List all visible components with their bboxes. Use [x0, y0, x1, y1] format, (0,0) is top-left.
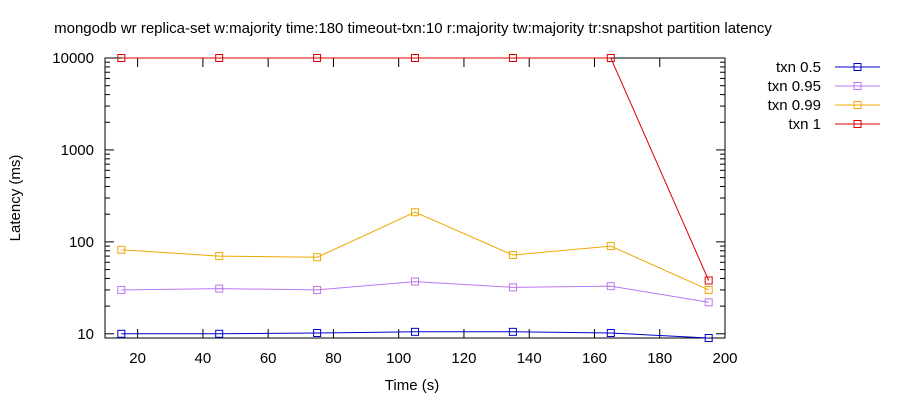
legend-marker [853, 120, 862, 128]
data-point [215, 329, 224, 338]
data-point [313, 329, 322, 338]
data-point [411, 327, 419, 336]
x-tick-label: 200 [712, 350, 737, 367]
legend-label: txn 0.95 [768, 78, 821, 95]
x-tick-label: 40 [195, 350, 212, 367]
legend-label: txn 0.99 [768, 97, 821, 114]
data-point [215, 284, 224, 293]
data-point [215, 54, 224, 62]
legend-marker [853, 101, 862, 109]
data-point [411, 54, 419, 62]
y-axis-label: Latency (ms) [7, 155, 24, 242]
x-tick-label: 20 [129, 350, 146, 367]
data-point [117, 245, 126, 254]
x-tick-label: 60 [260, 350, 277, 367]
data-point [704, 276, 713, 285]
x-tick-label: 180 [647, 350, 672, 367]
data-point [606, 329, 615, 338]
data-point [313, 253, 322, 262]
y-tick-label: 1000 [61, 142, 94, 159]
x-tick-label: 100 [386, 350, 411, 367]
y-tick-label: 100 [69, 234, 94, 251]
y-tick-label: 10000 [52, 50, 94, 67]
x-tick-label: 160 [582, 350, 607, 367]
series-line-3 [121, 57, 710, 281]
data-point [411, 208, 419, 217]
data-point [508, 250, 517, 259]
series-line-2 [121, 211, 709, 291]
series-line-1 [121, 281, 709, 303]
x-tick-label: 120 [451, 350, 476, 367]
series-layer [117, 54, 713, 342]
data-point [606, 242, 615, 251]
data-point [704, 298, 713, 307]
x-axis: 20 40 60 80 100 120 140 160 180 200 [129, 58, 738, 367]
data-point [313, 54, 322, 62]
data-point [704, 334, 713, 342]
legend-marker [853, 63, 862, 71]
legend: txn 0.5 txn 0.95 txn 0.99 txn 1 [768, 59, 880, 133]
chart-title: mongodb wr replica-set w:majority time:1… [54, 20, 772, 37]
plot-area [104, 57, 726, 339]
legend-label: txn 1 [788, 116, 821, 133]
y-tick-label: 10 [77, 326, 94, 343]
data-point [508, 327, 517, 336]
data-point [117, 329, 126, 338]
data-point [411, 277, 419, 286]
x-tick-label: 140 [517, 350, 542, 367]
data-point [508, 54, 517, 62]
data-point [508, 283, 517, 292]
data-point [117, 54, 126, 62]
data-point [606, 282, 615, 291]
legend-label: txn 0.5 [776, 59, 821, 76]
data-point [215, 252, 224, 261]
x-tick-label: 80 [325, 350, 342, 367]
x-axis-label: Time (s) [385, 377, 439, 394]
data-point [117, 285, 126, 294]
data-point [606, 54, 615, 62]
legend-marker [853, 82, 862, 90]
series-line-0 [121, 331, 709, 339]
y-axis: 10 100 1000 10000 [52, 50, 725, 343]
data-point [313, 285, 322, 294]
data-point [704, 285, 713, 294]
